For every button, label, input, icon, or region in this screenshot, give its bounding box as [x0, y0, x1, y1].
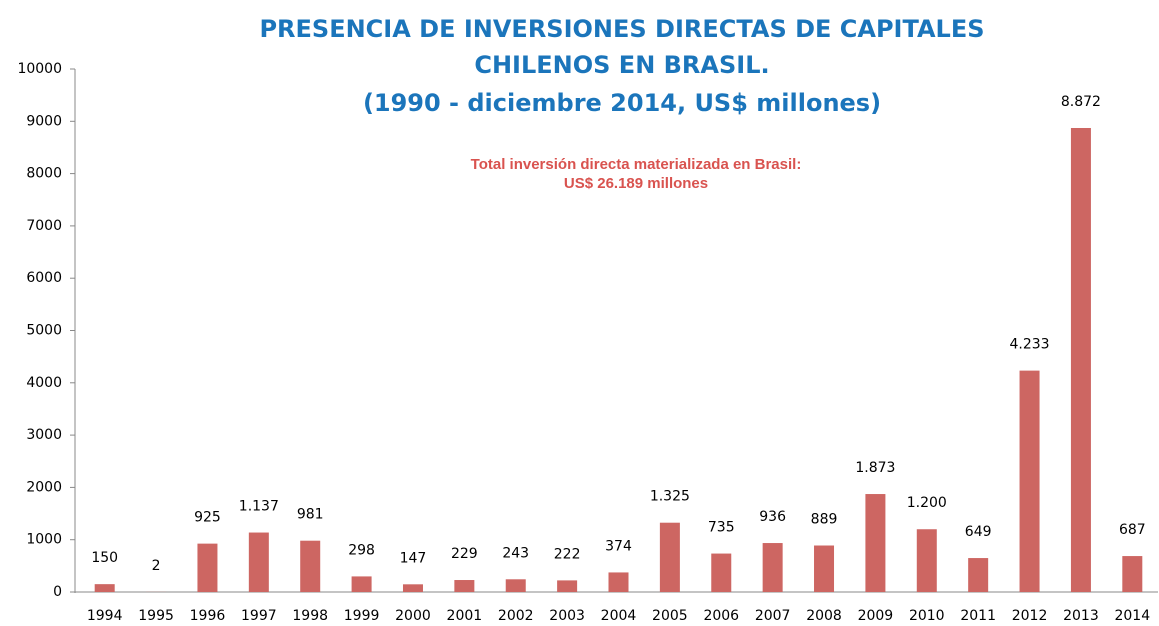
- value-label: 229: [451, 546, 478, 562]
- value-label: 1.137: [239, 499, 279, 515]
- bar: [351, 576, 372, 592]
- value-label: 735: [708, 520, 735, 536]
- bar: [248, 532, 269, 592]
- bar: [197, 543, 218, 592]
- y-tick-label: 5000: [26, 323, 62, 339]
- x-tick-label: 1995: [138, 608, 174, 624]
- value-label: 1.200: [907, 495, 947, 511]
- value-label: 8.872: [1061, 94, 1101, 110]
- x-tick-label: 2006: [703, 608, 739, 624]
- annotation: US$ 26.189 millones: [564, 175, 708, 192]
- x-tick-label: 2000: [395, 608, 431, 624]
- value-label: 981: [297, 507, 324, 523]
- bar: [300, 540, 321, 592]
- value-label: 889: [811, 512, 838, 528]
- y-tick-label: 8000: [26, 166, 62, 182]
- bar: [762, 543, 783, 592]
- y-tick-label: 7000: [26, 218, 62, 234]
- y-tick-label: 9000: [26, 113, 62, 129]
- y-tick-label: 2000: [26, 479, 62, 495]
- bar: [505, 579, 526, 592]
- value-label: 649: [965, 524, 992, 540]
- x-tick-label: 2009: [858, 608, 894, 624]
- x-tick-label: 2001: [447, 608, 483, 624]
- value-label: 147: [400, 550, 427, 566]
- value-label: 243: [502, 545, 529, 561]
- x-tick-label: 2014: [1114, 608, 1150, 624]
- bar: [968, 558, 989, 592]
- y-tick-label: 6000: [26, 270, 62, 286]
- bar: [865, 494, 886, 592]
- x-tick-label: 2012: [1012, 608, 1048, 624]
- y-tick-label: 10000: [17, 61, 62, 77]
- x-tick-label: 1999: [344, 608, 380, 624]
- y-tick-label: 4000: [26, 375, 62, 391]
- bar: [814, 545, 835, 592]
- y-tick-label: 3000: [26, 427, 62, 443]
- bar: [94, 584, 115, 592]
- bar: [916, 529, 937, 592]
- y-tick-label: 1000: [26, 532, 62, 548]
- bar: [1070, 127, 1091, 593]
- x-tick-label: 2004: [601, 608, 637, 624]
- y-tick-label: 0: [53, 584, 62, 600]
- value-label: 1.325: [650, 489, 690, 505]
- value-label: 936: [759, 509, 786, 525]
- value-label: 4.233: [1010, 337, 1050, 353]
- value-label: 374: [605, 538, 632, 554]
- x-tick-label: 2005: [652, 608, 688, 624]
- value-label: 150: [91, 550, 118, 566]
- value-label: 925: [194, 510, 221, 526]
- bar: [1019, 370, 1040, 592]
- chart-title: PRESENCIA DE INVERSIONES DIRECTAS DE CAP…: [259, 15, 984, 43]
- x-tick-label: 1998: [292, 608, 328, 624]
- x-tick-label: 2007: [755, 608, 791, 624]
- bar: [1122, 556, 1143, 592]
- bar: [402, 584, 423, 592]
- bar: [659, 522, 680, 592]
- bar: [557, 580, 578, 592]
- x-tick-label: 1997: [241, 608, 277, 624]
- chart-title: CHILENOS EN BRASIL.: [474, 51, 769, 79]
- bar: [608, 572, 629, 592]
- annotation: Total inversión directa materializada en…: [471, 156, 802, 173]
- x-tick-label: 2002: [498, 608, 534, 624]
- value-label: 1.873: [855, 460, 895, 476]
- x-tick-label: 2008: [806, 608, 842, 624]
- bar: [711, 553, 732, 592]
- chart-title: (1990 - diciembre 2014, US$ millones): [363, 89, 881, 117]
- x-tick-label: 1996: [190, 608, 226, 624]
- x-tick-label: 2011: [960, 608, 996, 624]
- x-tick-label: 2010: [909, 608, 945, 624]
- bar: [454, 580, 475, 592]
- value-label: 687: [1119, 522, 1146, 538]
- value-label: 298: [348, 542, 375, 558]
- x-tick-label: 2013: [1063, 608, 1099, 624]
- x-tick-label: 2003: [549, 608, 585, 624]
- x-tick-label: 1994: [87, 608, 123, 624]
- value-label: 2: [152, 558, 161, 574]
- value-label: 222: [554, 546, 581, 562]
